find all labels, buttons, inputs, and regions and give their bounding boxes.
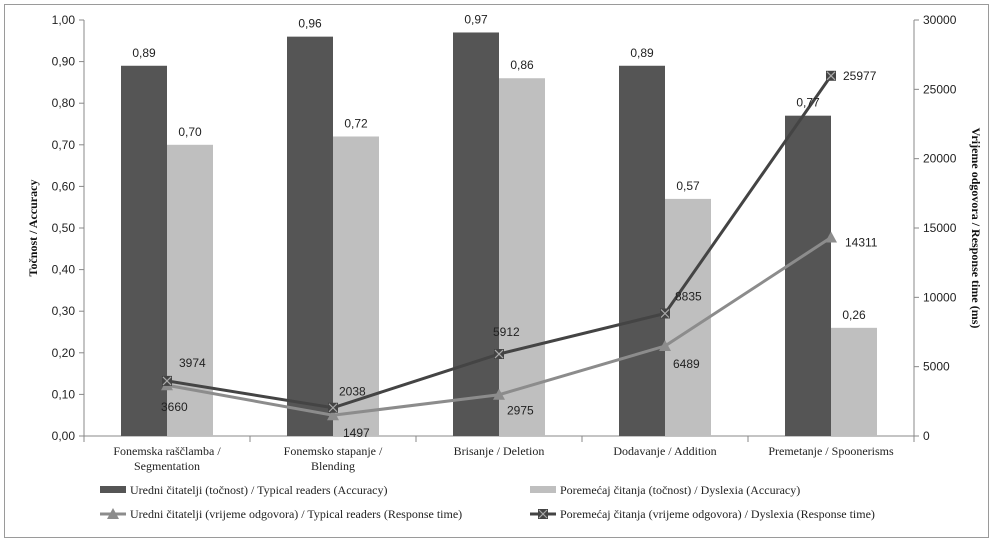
line-marker [327,409,339,421]
y-left-tick-label: 0,80 [52,96,76,110]
bar-dyslexia-accuracy [665,198,711,436]
y-right-tick-label: 20000 [923,152,957,166]
y-right-tick-label: 10000 [923,290,957,304]
line-data-label: 8835 [675,289,702,303]
bar-dyslexia-accuracy [499,78,545,437]
y-right-axis-title: Vrijeme odgovora / Response time (ms) [969,128,983,329]
x-category-label: Dodavanje / Addition [613,444,716,458]
legend-item: Uredni čitatelji (točnost) / Typical rea… [100,483,388,497]
bar-dyslexia-accuracy [831,327,877,436]
line-marker [660,308,670,319]
legend-label: Poremećaj čitanja (točnost) / Dyslexia (… [560,483,800,497]
line-marker [826,70,836,81]
line-data-label: 3974 [179,356,206,370]
line-marker [825,231,837,243]
y-right-tick-label: 5000 [923,360,950,374]
bar-typical-accuracy [453,32,499,436]
line-data-label: 2975 [507,404,534,418]
x-category-label: Fonemska raščlamba / [113,444,221,458]
x-category-label: Brisanje / Deletion [454,444,545,458]
bar-data-label: 0,26 [842,308,866,322]
bar-typical-accuracy [121,65,167,436]
y-right-tick-label: 0 [923,429,930,443]
line-data-label: 25977 [843,69,877,83]
legend-label: Uredni čitatelji (vrijeme odgovora) / Ty… [130,507,462,521]
bar-typical-accuracy [785,115,831,437]
x-category-label: Blending [311,459,355,473]
bar-data-label: 0,70 [178,125,202,139]
marker-cross [826,71,836,81]
bar-typical-accuracy [619,65,665,436]
legend-swatch [100,486,126,493]
line-data-label: 14311 [845,236,878,250]
marker-cross [538,509,548,519]
y-right-tick-label: 25000 [923,82,957,96]
x-category-label: Premetanje / Spoonerisms [768,444,894,458]
y-left-axis-title: Točnost / Accuracy [26,180,40,277]
legend-swatch [530,486,556,493]
bar-typical-accuracy [287,36,333,436]
line-marker [493,388,505,400]
line-marker [328,402,338,413]
line-marker [659,340,671,352]
bar-data-label: 0,77 [796,96,820,110]
y-left-tick-label: 0,50 [52,221,76,235]
bar-data-label: 0,96 [298,17,322,31]
legend-item: Uredni čitatelji (vrijeme odgovora) / Ty… [100,507,462,521]
legend-label: Poremećaj čitanja (vrijeme odgovora) / D… [560,507,875,521]
line-marker [494,349,504,360]
legend-item: Poremećaj čitanja (vrijeme odgovora) / D… [530,507,875,521]
y-left-tick-label: 0,00 [52,429,76,443]
line-data-label: 6489 [673,357,700,371]
bar-data-label: 0,97 [464,12,488,26]
x-category-label: Segmentation [134,459,200,473]
chart-border [4,4,989,538]
line-data-label: 2038 [339,385,366,399]
line-data-label: 3660 [161,400,188,414]
line-data-label: 5912 [493,325,520,339]
y-left-tick-label: 0,30 [52,304,76,318]
y-left-tick-label: 1,00 [52,13,76,27]
bar-data-label: 0,72 [344,116,368,130]
y-right-tick-label: 15000 [923,221,957,235]
legend-marker [538,509,548,519]
y-left-tick-label: 0,60 [52,179,76,193]
marker-cross [494,349,504,359]
bar-data-label: 0,86 [510,58,534,72]
bar-data-label: 0,89 [132,46,156,60]
legend-label: Uredni čitatelji (točnost) / Typical rea… [130,483,388,497]
x-category-label: Fonemsko stapanje / [284,444,383,458]
y-right-tick-label: 30000 [923,13,957,27]
legend-item: Poremećaj čitanja (točnost) / Dyslexia (… [530,483,800,497]
y-left-tick-label: 0,90 [52,55,76,69]
y-left-tick-label: 0,70 [52,138,76,152]
y-left-tick-label: 0,40 [52,263,76,277]
y-left-tick-label: 0,10 [52,387,76,401]
marker-cross [660,309,670,318]
marker-cross [328,403,338,413]
marker-cross [162,376,172,386]
bar-dyslexia-accuracy [333,136,379,437]
bar-data-label: 0,89 [630,46,654,60]
legend-marker [107,508,119,519]
bar-data-label: 0,57 [676,179,700,193]
line-data-label: 1497 [343,426,370,440]
y-left-tick-label: 0,20 [52,346,76,360]
line-marker [162,375,172,386]
